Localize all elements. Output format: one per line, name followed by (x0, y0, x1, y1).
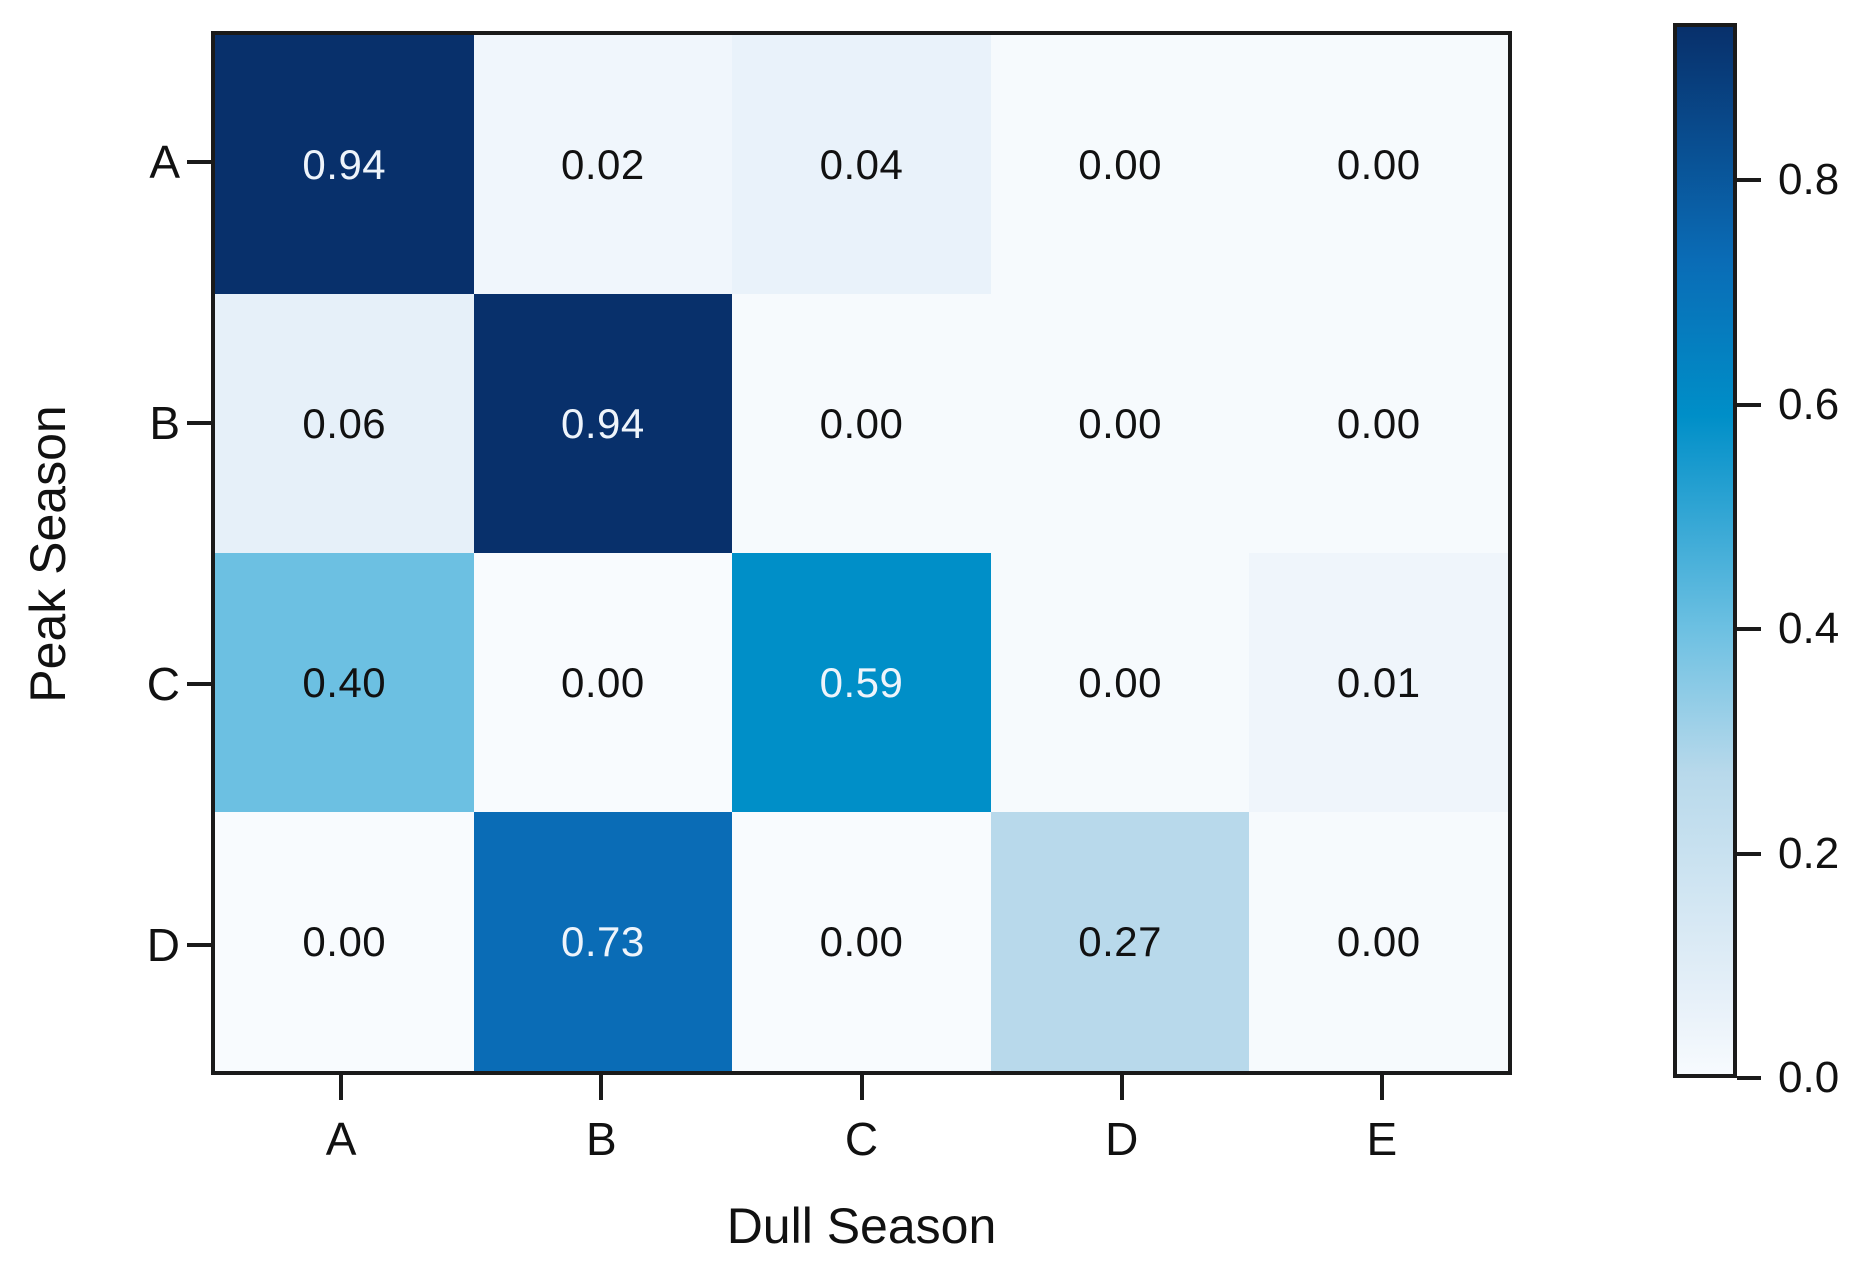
heatmap-cell: 0.00 (732, 812, 991, 1071)
cell-value-label: 0.00 (302, 917, 387, 965)
x-axis-tick (339, 1075, 344, 1100)
cell-value-label: 0.00 (1336, 917, 1421, 965)
cell-value-label: 0.00 (1078, 399, 1162, 447)
y-axis-tick (187, 159, 211, 164)
colorbar-tick-label: 0.4 (1778, 604, 1840, 654)
y-axis-tick-label: C (146, 657, 180, 710)
cell-value-label: 0.40 (302, 658, 387, 706)
x-axis-tick-label: C (844, 1113, 879, 1165)
heatmap-cell: 0.59 (732, 553, 991, 812)
colorbar-tick (1737, 851, 1761, 856)
colorbar-tick-label: 0.2 (1778, 828, 1840, 878)
heatmap-cell: 0.06 (215, 294, 474, 553)
cell-value-label: 0.94 (302, 140, 387, 188)
colorbar-tick (1737, 178, 1761, 183)
cell-value-label: 0.04 (819, 140, 904, 188)
heatmap-cell: 0.00 (1249, 812, 1508, 1071)
x-axis-tick-label: D (1105, 1113, 1139, 1165)
cell-value-label: 0.94 (561, 399, 645, 447)
heatmap-cell: 0.02 (473, 35, 733, 294)
cell-value-label: 0.06 (302, 399, 387, 447)
heatmap-cell: 0.00 (1249, 35, 1508, 294)
colorbar-tick-label: 0.8 (1778, 155, 1840, 205)
cell-value-label: 0.00 (819, 917, 904, 965)
x-axis-tick-label: B (585, 1113, 617, 1165)
heatmap-cell: 0.00 (1249, 294, 1508, 553)
cell-value-label: 0.00 (1336, 140, 1421, 188)
colorbar-tick (1737, 402, 1761, 407)
colorbar-tick-label: 0.6 (1778, 379, 1840, 429)
colorbar-tick (1737, 627, 1761, 632)
heatmap-cell: 0.01 (1249, 553, 1508, 812)
y-axis-tick-label: A (149, 135, 180, 188)
x-axis-tick (859, 1075, 864, 1100)
heatmap-cell: 0.00 (990, 35, 1250, 294)
cell-value-label: 0.27 (1078, 917, 1162, 965)
heatmap-cell: 0.00 (732, 294, 991, 553)
heatmap-plot: 0.94 0.02 0.04 0.00 0.00 0.06 0.94 0.00 0.00 0.00… (211, 31, 1512, 1075)
heatmap-cell: 0.00 (473, 553, 733, 812)
heatmap-cell: 0.94 (473, 294, 733, 553)
heatmap-cell: 0.40 (215, 553, 474, 812)
cell-value-label: 0.00 (1078, 140, 1162, 188)
cell-value-label: 0.00 (1078, 658, 1162, 706)
cell-value-label: 0.73 (561, 917, 645, 965)
x-axis-tick-label: A (325, 1113, 357, 1165)
x-axis-tick (1119, 1075, 1124, 1100)
cell-value-label: 0.02 (561, 140, 645, 188)
y-axis-tick (187, 681, 211, 686)
cell-value-label: 0.00 (561, 658, 645, 706)
heatmap-cell: 0.00 (990, 553, 1250, 812)
heatmap-cell: 0.27 (990, 812, 1250, 1071)
colorbar-tick-label: 0.0 (1778, 1053, 1840, 1102)
x-axis-tick (599, 1075, 604, 1100)
y-axis-tick (187, 942, 211, 947)
y-axis-tick-label: B (149, 396, 180, 449)
x-axis-tick-label: E (1366, 1113, 1398, 1165)
y-axis-tick (187, 420, 211, 425)
cell-value-label: 0.00 (1336, 399, 1421, 447)
y-axis-title: Peak Season (20, 405, 76, 703)
heatmap-cell: 0.94 (215, 35, 474, 294)
x-axis-title: Dull Season (726, 1198, 997, 1254)
heatmap-cell: 0.04 (732, 35, 991, 294)
y-axis-tick-label: D (146, 918, 180, 971)
colorbar (1673, 23, 1737, 1078)
heatmap-cell: 0.00 (215, 812, 474, 1071)
colorbar-tick (1737, 1076, 1761, 1080)
cell-value-label: 0.59 (819, 658, 904, 706)
cell-value-label: 0.01 (1336, 658, 1421, 706)
x-axis-tick (1379, 1075, 1384, 1100)
heatmap-cell: 0.00 (990, 294, 1250, 553)
heatmap-cell: 0.73 (473, 812, 733, 1071)
cell-value-label: 0.00 (819, 399, 904, 447)
